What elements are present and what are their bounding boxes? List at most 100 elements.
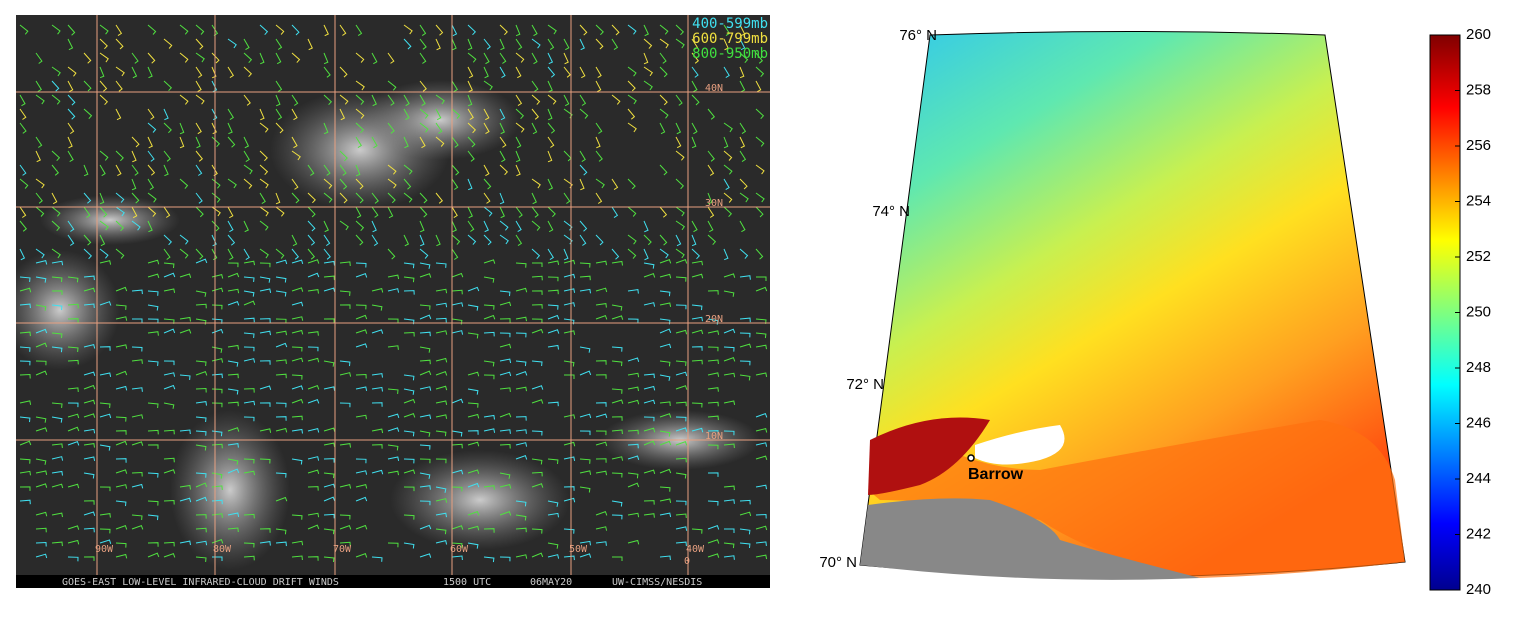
wind-barb <box>115 385 128 391</box>
wind-barb <box>499 429 511 434</box>
wind-barb <box>659 164 668 176</box>
wind-barb <box>163 164 169 177</box>
wind-barb <box>451 164 460 176</box>
wind-barb <box>579 486 591 493</box>
wind-barb <box>67 387 79 392</box>
wind-barb <box>83 443 95 448</box>
wind-barb <box>163 469 176 474</box>
wind-barb <box>675 276 687 282</box>
wind-barb <box>19 331 31 337</box>
wind-barb <box>515 206 523 218</box>
wind-barb <box>147 542 159 547</box>
wind-barb <box>499 206 505 219</box>
wind-barb <box>499 358 512 364</box>
wind-barb <box>723 346 735 352</box>
wind-barb <box>643 469 656 475</box>
wind-barb <box>99 94 109 106</box>
wind-barb <box>723 400 736 406</box>
wind-barb <box>403 38 412 50</box>
wind-barb <box>739 499 751 505</box>
wind-barb <box>595 80 602 93</box>
wind-barb <box>99 150 109 161</box>
wind-barb <box>147 52 156 64</box>
wind-barb <box>739 275 751 280</box>
wind-barb <box>179 122 185 135</box>
wind-barb <box>531 122 538 135</box>
wind-barb <box>51 332 63 339</box>
wind-barb <box>275 472 287 478</box>
wind-barb <box>547 401 559 407</box>
wind-barb <box>435 262 447 268</box>
wind-barb <box>291 540 304 546</box>
wind-barb <box>659 374 671 381</box>
wind-barb <box>499 66 506 79</box>
wind-barb <box>227 373 239 379</box>
wind-barb <box>723 542 735 549</box>
wind-barb <box>371 206 379 218</box>
wind-barb <box>83 287 96 293</box>
colorbar-tick-label: 256 <box>1466 137 1491 154</box>
wind-barb <box>35 527 47 533</box>
wind-barb <box>19 220 28 232</box>
wind-barb <box>675 206 685 217</box>
wind-barb <box>387 470 399 476</box>
wind-barb <box>211 108 218 121</box>
wind-barb <box>67 276 79 283</box>
wind-barb <box>259 360 271 365</box>
wind-barb <box>739 542 751 549</box>
wind-barb <box>707 430 719 435</box>
wind-barb <box>355 192 364 204</box>
wind-barb <box>291 555 303 561</box>
wind-barb <box>579 108 589 119</box>
wind-barb <box>115 553 128 559</box>
wind-barb <box>499 556 511 562</box>
wind-barb <box>275 259 288 265</box>
wind-barb <box>147 66 153 79</box>
wind-barb <box>515 554 528 559</box>
wind-barb <box>35 416 47 423</box>
wind-barb <box>579 553 592 558</box>
wind-barb <box>739 317 751 323</box>
wind-barb <box>643 52 649 65</box>
wind-barb <box>307 357 320 363</box>
wind-barb <box>499 472 511 479</box>
wind-barb <box>275 192 281 205</box>
wind-barb <box>739 220 746 233</box>
wind-barb <box>99 206 108 218</box>
wind-barb <box>163 122 172 134</box>
wind-barb <box>323 220 329 233</box>
lon-label: 40W <box>686 544 705 555</box>
wind-barb <box>467 510 480 516</box>
wind-barb <box>675 457 687 463</box>
wind-barb <box>355 470 368 475</box>
wind-barb <box>403 388 415 395</box>
wind-barb <box>547 542 559 549</box>
wind-barb <box>371 556 383 562</box>
wind-barb <box>147 444 159 449</box>
wind-barb <box>339 372 352 377</box>
wind-barb <box>579 346 591 353</box>
wind-barb <box>515 429 527 434</box>
wind-barb <box>83 399 96 405</box>
wind-barb <box>755 164 765 175</box>
wind-barb <box>19 94 26 107</box>
wind-barb <box>371 287 384 293</box>
wind-barb <box>483 414 495 420</box>
colorbar-tick-label: 248 <box>1466 359 1491 376</box>
wind-barb <box>275 206 285 217</box>
wind-barb <box>243 555 255 561</box>
wind-barb <box>163 402 175 409</box>
wind-barb <box>35 52 43 64</box>
wind-barb <box>755 66 765 78</box>
wind-barb <box>243 94 251 106</box>
wind-barb <box>323 248 331 260</box>
wind-barb <box>275 541 287 547</box>
wind-barb <box>451 443 463 449</box>
wind-barb <box>83 413 96 418</box>
colorbar-tick-label: 254 <box>1466 192 1491 209</box>
wind-barb <box>227 300 240 306</box>
wind-barb <box>675 500 687 506</box>
wind-barb <box>483 206 493 217</box>
legend-entry: 800-950mb <box>692 46 768 62</box>
wind-barb <box>195 248 204 260</box>
